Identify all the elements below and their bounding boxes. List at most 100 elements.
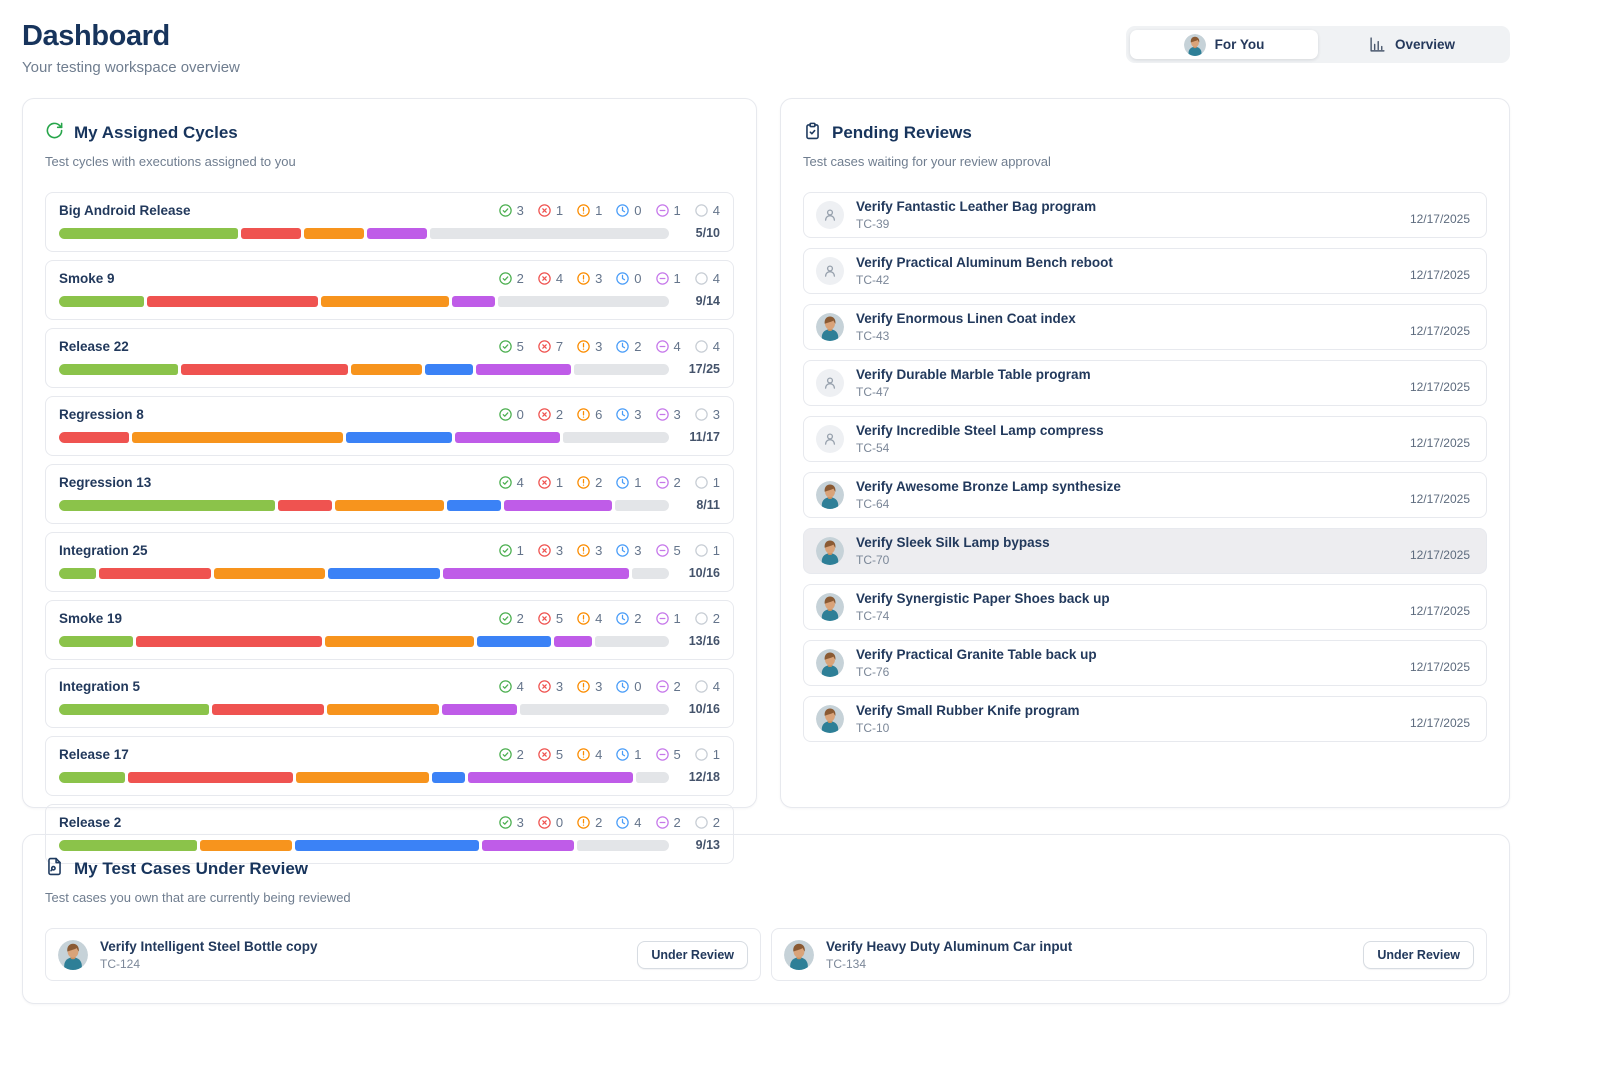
bar-segment-skipped [452,295,496,307]
bar-segment-in-progress [477,635,552,647]
under-review-card[interactable]: Verify Intelligent Steel Bottle copy TC-1… [45,928,761,981]
generic-user-avatar [816,425,844,453]
bar-segment-failed [136,635,323,647]
review-row[interactable]: Verify Awesome Bronze Lamp synthesize TC-… [803,472,1487,518]
bar-segment-in-progress [431,771,465,783]
stat-failed-count: 1 [555,475,564,490]
page-subtitle: Your testing workspace overview [22,59,240,76]
stat-blocked: 6 [576,407,602,422]
review-row[interactable]: Verify Small Rubber Knife program TC-10 12… [803,696,1487,742]
cycle-progress-bar [59,363,669,375]
bar-segment-not-executed [631,567,669,579]
cycle-progress-fraction: 9/13 [695,838,720,852]
stat-in-progress-count: 1 [634,475,642,490]
cycle-row[interactable]: Integration 5 4 3 3 0 2 4 10/16 [45,668,734,728]
stat-passed: 3 [498,203,524,218]
review-date: 12/17/2025 [1409,604,1470,618]
stat-blocked: 4 [576,611,602,626]
under-review-panel: My Test Cases Under Review Test cases yo… [22,834,1510,1004]
clock-icon [616,340,630,353]
stat-blocked-count: 2 [595,475,603,490]
user-photo-avatar [816,705,844,733]
bar-segment-blocked [200,839,292,851]
bar-segment-passed [59,635,134,647]
review-row[interactable]: Verify Fantastic Leather Bag program TC-3… [803,192,1487,238]
clock-icon [616,408,630,421]
stat-blocked: 3 [576,339,602,354]
review-date: 12/17/2025 [1409,492,1470,506]
bar-segment-failed [59,431,130,443]
review-date: 12/17/2025 [1409,268,1470,282]
stat-passed: 1 [498,543,524,558]
under-review-card-title: Verify Heavy Duty Aluminum Car input [826,938,1073,954]
bar-segment-in-progress [328,567,440,579]
cycle-progress-bar [59,771,670,783]
tab-for-you[interactable]: For You [1130,30,1318,59]
bar-segment-skipped [454,431,561,443]
x-circle-icon [538,408,551,421]
review-test-case-id: TC-39 [856,217,890,231]
cycle-row[interactable]: Big Android Release 3 1 1 0 1 4 5/10 [45,192,734,252]
stat-failed-count: 5 [555,611,564,626]
circle-icon [695,748,708,761]
stat-blocked-count: 3 [595,339,603,354]
stat-skipped-count: 1 [673,271,681,286]
review-row[interactable]: Verify Incredible Steel Lamp compress TC-… [803,416,1487,462]
bar-segment-not-executed [614,499,670,511]
bar-segment-passed [59,363,178,375]
bar-segment-skipped [554,635,592,647]
bar-segment-skipped [503,499,612,511]
pending-reviews-header: Pending Reviews [803,121,1487,145]
review-row[interactable]: Verify Practical Granite Table back up TC… [803,640,1487,686]
review-test-case-id: TC-70 [856,553,890,567]
review-title: Verify Fantastic Leather Bag program [856,199,1097,214]
review-row[interactable]: Verify Synergistic Paper Shoes back up TC… [803,584,1487,630]
bar-segment-not-executed [573,363,669,375]
stat-skipped: 1 [655,271,681,286]
stat-in-progress: 2 [615,339,642,354]
minus-circle-icon [655,816,669,829]
stat-failed-count: 0 [555,815,564,830]
stat-in-progress: 1 [615,475,642,490]
stat-blocked: 3 [576,679,602,694]
cycle-row[interactable]: Release 17 2 5 4 1 5 1 12/18 [45,736,734,796]
stat-passed: 0 [498,407,524,422]
stat-in-progress: 0 [615,679,642,694]
stat-blocked-count: 3 [595,543,603,558]
cycle-name: Smoke 9 [59,271,115,286]
review-row[interactable]: Verify Practical Aluminum Bench reboot TC… [803,248,1487,294]
cycle-row[interactable]: Smoke 19 2 5 4 2 1 2 13/16 [45,600,734,660]
cycle-name: Smoke 19 [59,611,123,626]
pending-reviews-title: Pending Reviews [832,123,972,142]
circle-icon [695,544,708,557]
cycle-row[interactable]: Release 2 3 0 2 4 2 2 9/13 [45,804,734,864]
title-block: Dashboard Your testing workspace overvie… [22,16,240,76]
cycle-row[interactable]: Integration 25 1 3 3 3 5 1 10/16 [45,532,734,592]
review-row[interactable]: Verify Enormous Linen Coat index TC-43 12/… [803,304,1487,350]
pending-reviews-panel: Pending Reviews Test cases waiting for y… [780,98,1510,808]
bar-segment-failed [99,567,211,579]
view-tabs: For You Overview [1126,26,1510,63]
stat-in-progress: 1 [615,747,642,762]
cycle-row[interactable]: Regression 13 4 1 2 1 2 1 8/11 [45,464,734,524]
stat-in-progress: 0 [615,203,642,218]
review-date: 12/17/2025 [1409,548,1470,562]
cycle-row[interactable]: Regression 8 0 2 6 3 3 3 11/17 [45,396,734,456]
review-date: 12/17/2025 [1409,660,1470,674]
stat-not-executed: 4 [694,679,720,694]
review-test-case-id: TC-76 [856,665,890,679]
minus-circle-icon [655,544,669,557]
cycle-row[interactable]: Release 22 5 7 3 2 4 4 17/25 [45,328,734,388]
bar-segment-not-executed [563,431,670,443]
file-search-icon [48,857,61,876]
under-review-card[interactable]: Verify Heavy Duty Aluminum Car input TC-1… [771,928,1487,981]
review-row[interactable]: Verify Durable Marble Table program TC-47… [803,360,1487,406]
avatar [816,313,844,341]
clock-icon [616,612,630,625]
stat-not-executed-count: 1 [712,747,720,762]
stat-skipped: 2 [655,475,681,490]
tab-overview[interactable]: Overview [1318,30,1506,59]
cycle-row[interactable]: Smoke 9 2 4 3 0 1 4 9/14 [45,260,734,320]
cycle-name: Regression 8 [59,407,144,422]
review-row[interactable]: Verify Sleek Silk Lamp bypass TC-70 12/17/… [803,528,1487,574]
